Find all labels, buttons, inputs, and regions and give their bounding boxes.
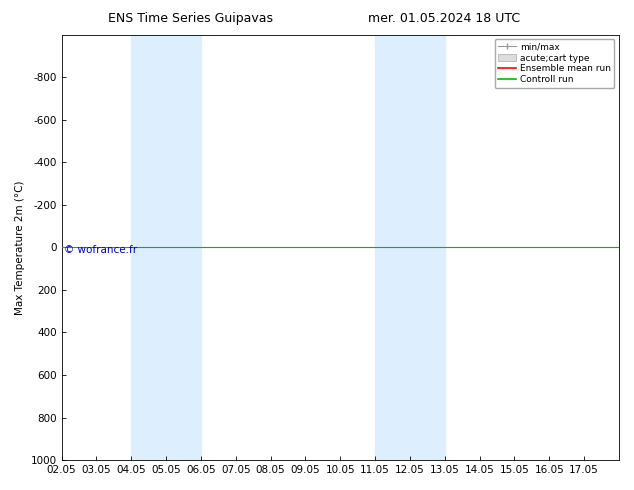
Legend: min/max, acute;cart type, Ensemble mean run, Controll run: min/max, acute;cart type, Ensemble mean … [495,39,614,88]
Y-axis label: Max Temperature 2m (°C): Max Temperature 2m (°C) [15,180,25,315]
Bar [410,35,445,460]
Bar [166,35,201,460]
Bar [131,35,166,460]
Text: ENS Time Series Guipavas: ENS Time Series Guipavas [108,12,273,25]
Bar [375,35,410,460]
Text: mer. 01.05.2024 18 UTC: mer. 01.05.2024 18 UTC [368,12,520,25]
Text: © wofrance.fr: © wofrance.fr [64,245,138,255]
